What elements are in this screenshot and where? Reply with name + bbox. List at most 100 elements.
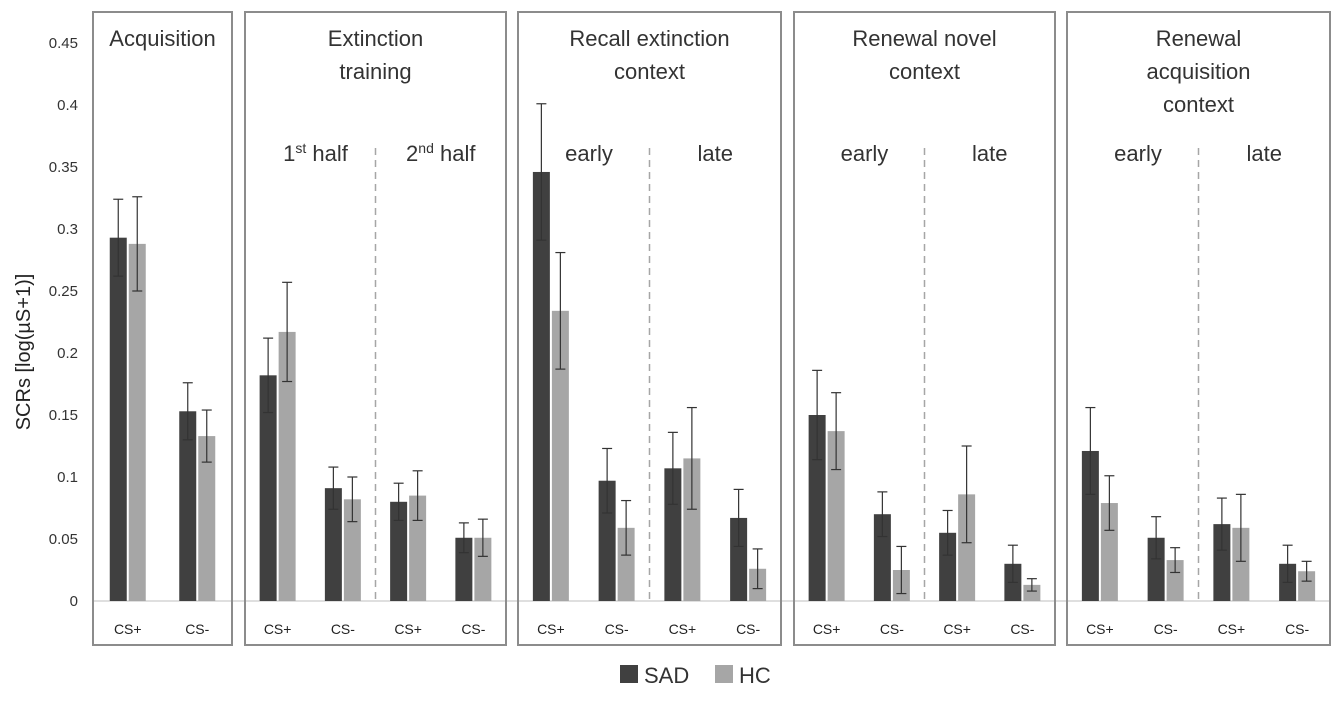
legend-item: HC xyxy=(715,663,771,688)
error-bar xyxy=(347,476,358,523)
x-tick-label: CS+ xyxy=(114,621,142,637)
bar-hc xyxy=(343,499,361,601)
bar-sad xyxy=(1213,524,1231,601)
panel: Recall extinction context early late CS+ CS- C… xyxy=(517,11,782,646)
bar-sad xyxy=(873,514,891,601)
x-tick-label: CS- xyxy=(185,621,209,637)
bar-hc xyxy=(198,436,216,601)
error-bar xyxy=(1085,406,1096,495)
bar-sad xyxy=(1081,450,1099,601)
panel-title: context xyxy=(1163,92,1234,117)
x-tick-label: CS+ xyxy=(394,621,422,637)
x-tick-label: CS+ xyxy=(669,621,697,637)
error-bar xyxy=(896,545,907,595)
x-tick-label: CS- xyxy=(736,621,760,637)
bar-hc xyxy=(474,537,492,601)
x-tick-label: CS+ xyxy=(943,621,971,637)
y-tick-label: 0.4 xyxy=(57,97,78,114)
error-bar xyxy=(132,196,143,292)
subsection-label: late xyxy=(1247,141,1282,166)
panel: Acquisition CS+ CS- xyxy=(92,11,233,646)
legend-label: SAD xyxy=(644,663,689,688)
subsection-label: early xyxy=(1114,141,1162,166)
panel-frame xyxy=(1066,11,1331,646)
bar-hc xyxy=(409,495,427,601)
bar-hc xyxy=(827,431,845,601)
panel: Renewal novel context early late CS+ CS- CS+ CS… xyxy=(793,11,1056,646)
bar-sad xyxy=(179,411,197,601)
error-bar xyxy=(877,491,888,538)
legend: SAD HC xyxy=(620,663,771,688)
error-bar xyxy=(961,445,972,544)
legend-item: SAD xyxy=(620,663,689,688)
panel-frame xyxy=(92,11,233,646)
error-bar xyxy=(1301,560,1312,582)
error-bar xyxy=(458,522,469,554)
error-bar xyxy=(1007,544,1018,584)
subsection-label: late xyxy=(972,141,1007,166)
error-bar xyxy=(602,447,613,514)
y-axis: SCRs [log(µS+1)] 0 0.05 0.1 0.15 0.2 0.25 0.3 0… xyxy=(13,35,78,610)
error-bar xyxy=(282,281,293,383)
panel-title: context xyxy=(614,59,685,84)
legend-swatch xyxy=(715,665,733,683)
bar-sad xyxy=(730,517,748,601)
x-tick-label: CS+ xyxy=(264,621,292,637)
error-bar xyxy=(1216,497,1227,551)
bar-sad xyxy=(939,532,957,601)
bar-sad xyxy=(808,415,826,601)
error-bar xyxy=(621,499,632,556)
x-tick-label: CS- xyxy=(1285,621,1309,637)
bar-hc xyxy=(683,458,701,601)
error-bar xyxy=(1151,516,1162,560)
error-bar xyxy=(812,369,823,461)
bar-hc xyxy=(617,527,635,601)
panel-title: Acquisition xyxy=(109,26,215,51)
x-tick-label: CS- xyxy=(1154,621,1178,637)
error-bar xyxy=(393,482,404,522)
error-bar xyxy=(733,488,744,548)
panel-frame xyxy=(244,11,507,646)
legend-swatch xyxy=(620,665,638,683)
bar-sad xyxy=(664,468,682,601)
error-bar xyxy=(412,470,423,522)
x-tick-label: CS- xyxy=(461,621,485,637)
panel-title: acquisition xyxy=(1147,59,1251,84)
bar-sad xyxy=(1147,537,1165,601)
bar-hc xyxy=(1023,584,1041,601)
y-tick-label: 0.15 xyxy=(49,407,78,424)
y-tick-label: 0.3 xyxy=(57,221,78,238)
y-tick-label: 0.1 xyxy=(57,469,78,486)
error-bar xyxy=(1026,578,1037,592)
legend-label: HC xyxy=(739,663,771,688)
bar-hc xyxy=(128,243,146,601)
y-tick-label: 0.45 xyxy=(49,35,78,52)
bar-sad xyxy=(109,237,127,601)
error-bar xyxy=(113,198,124,277)
y-tick-label: 0.05 xyxy=(49,531,78,548)
subsection-label: 1st half xyxy=(283,140,349,166)
panel-title: Extinction xyxy=(328,26,423,51)
subsection-label: 2nd half xyxy=(406,140,476,166)
panels: Acquisition CS+ CS- Extinction training 1st h… xyxy=(92,11,1331,646)
error-bar xyxy=(536,103,547,241)
panel-frame xyxy=(517,11,782,646)
bar-sad xyxy=(324,488,342,601)
x-tick-label: CS+ xyxy=(537,621,565,637)
panel-frame xyxy=(793,11,1056,646)
panel-title: Recall extinction xyxy=(569,26,729,51)
error-bar xyxy=(667,431,678,505)
error-bar xyxy=(1235,493,1246,562)
x-tick-label: CS- xyxy=(1010,621,1034,637)
y-tick-label: 0 xyxy=(70,593,78,610)
error-bar xyxy=(686,406,697,510)
bar-sad xyxy=(598,480,616,601)
y-tick-label: 0.25 xyxy=(49,283,78,300)
error-bar xyxy=(942,509,953,556)
bar-sad xyxy=(532,171,550,601)
error-bar xyxy=(1282,544,1293,584)
error-bar xyxy=(1104,475,1115,531)
panel-title: Renewal xyxy=(1156,26,1242,51)
